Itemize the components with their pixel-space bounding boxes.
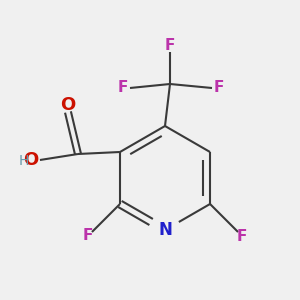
Text: F: F (165, 38, 175, 52)
Text: F: F (237, 229, 247, 244)
Text: F: F (118, 80, 128, 95)
Text: N: N (158, 221, 172, 239)
Text: H: H (19, 154, 29, 168)
Text: F: F (83, 229, 93, 244)
Text: F: F (214, 80, 224, 95)
Text: O: O (23, 151, 38, 169)
Text: O: O (60, 96, 76, 114)
